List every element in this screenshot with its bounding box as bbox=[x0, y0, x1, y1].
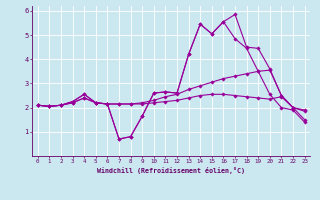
X-axis label: Windchill (Refroidissement éolien,°C): Windchill (Refroidissement éolien,°C) bbox=[97, 167, 245, 174]
